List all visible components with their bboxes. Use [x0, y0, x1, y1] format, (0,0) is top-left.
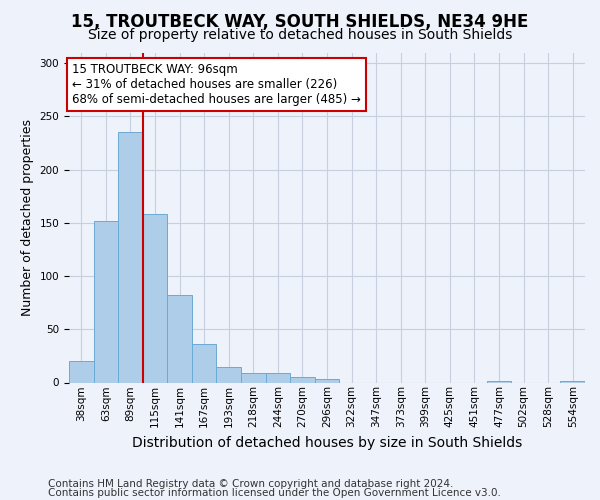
Bar — [167, 295, 192, 382]
Y-axis label: Number of detached properties: Number of detached properties — [21, 119, 34, 316]
X-axis label: Distribution of detached houses by size in South Shields: Distribution of detached houses by size … — [132, 436, 522, 450]
Text: 15, TROUTBECK WAY, SOUTH SHIELDS, NE34 9HE: 15, TROUTBECK WAY, SOUTH SHIELDS, NE34 9… — [71, 12, 529, 30]
Bar — [118, 132, 143, 382]
Bar — [69, 361, 94, 382]
Text: Contains HM Land Registry data © Crown copyright and database right 2024.: Contains HM Land Registry data © Crown c… — [48, 479, 454, 489]
Bar — [217, 366, 241, 382]
Bar — [94, 220, 118, 382]
Bar — [315, 380, 339, 382]
Text: 15 TROUTBECK WAY: 96sqm
← 31% of detached houses are smaller (226)
68% of semi-d: 15 TROUTBECK WAY: 96sqm ← 31% of detache… — [72, 63, 361, 106]
Text: Size of property relative to detached houses in South Shields: Size of property relative to detached ho… — [88, 28, 512, 42]
Bar — [290, 377, 315, 382]
Text: Contains public sector information licensed under the Open Government Licence v3: Contains public sector information licen… — [48, 488, 501, 498]
Bar — [266, 373, 290, 382]
Bar — [143, 214, 167, 382]
Bar — [241, 373, 266, 382]
Bar — [192, 344, 217, 383]
